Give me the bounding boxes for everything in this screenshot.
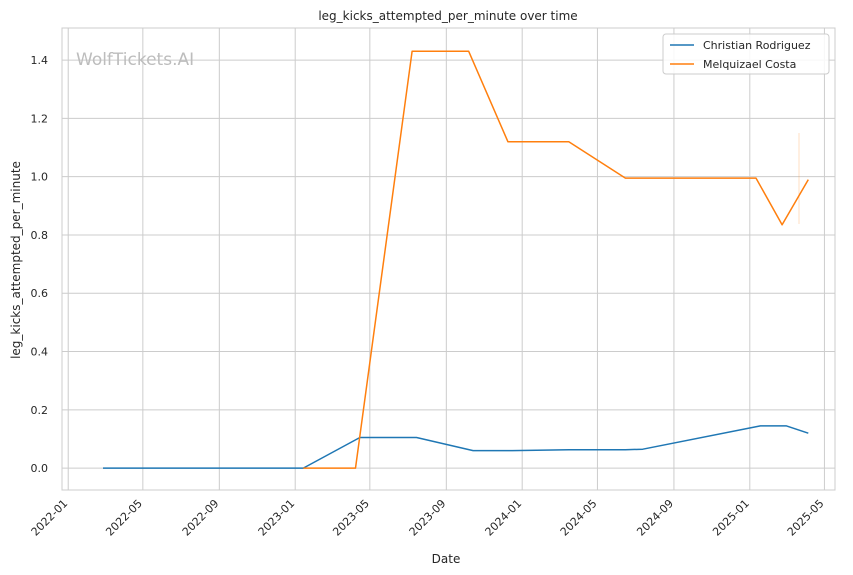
x-tick-label: 2024-05 [558, 497, 600, 539]
y-tick-label: 0.6 [31, 287, 49, 300]
chart-title: leg_kicks_attempted_per_minute over time [318, 9, 577, 23]
x-tick-label: 2022-09 [180, 497, 222, 539]
legend-label-melquizael-costa: Melquizael Costa [703, 58, 796, 71]
x-tick-label: 2025-01 [710, 497, 752, 539]
legend-label-christian-rodriguez: Christian Rodriguez [703, 39, 811, 52]
x-tick-label: 2023-09 [407, 497, 449, 539]
series-line-christian-rodriguez [103, 425, 809, 469]
x-axis-title: Date [432, 552, 461, 566]
x-axis: 2022-01 2022-05 2022-09 2023-01 2023-05 2023-… [29, 497, 827, 539]
x-tick-label: 2022-01 [29, 497, 71, 539]
x-tick-label: 2022-05 [103, 497, 145, 539]
watermark: WolfTickets.AI [76, 50, 194, 70]
series [103, 50, 809, 469]
y-tick-label: 1.2 [31, 112, 49, 125]
series-line-melquizael-costa [303, 50, 809, 469]
y-tick-label: 1.4 [31, 54, 49, 67]
legend-box [662, 33, 830, 75]
plot-area [61, 27, 836, 491]
x-tick-label: 2025-05 [785, 497, 827, 539]
y-tick-label: 0.2 [31, 404, 49, 417]
x-tick-label: 2023-01 [256, 497, 298, 539]
x-tick-label: 2023-05 [330, 497, 372, 539]
y-axis-title: leg_kicks_attempted_per_minute [9, 161, 23, 359]
y-tick-label: 1.0 [31, 171, 49, 184]
y-tick-label: 0.0 [31, 462, 49, 475]
x-tick-label: 2024-09 [634, 497, 676, 539]
y-tick-label: 0.4 [31, 346, 49, 359]
legend: Christian Rodriguez Melquizael Costa [662, 33, 830, 75]
x-tick-label: 2024-01 [483, 497, 525, 539]
y-tick-label: 0.8 [31, 229, 49, 242]
y-axis: 0.0 0.2 0.4 0.6 0.8 1.0 1.2 1.4 [31, 54, 49, 475]
